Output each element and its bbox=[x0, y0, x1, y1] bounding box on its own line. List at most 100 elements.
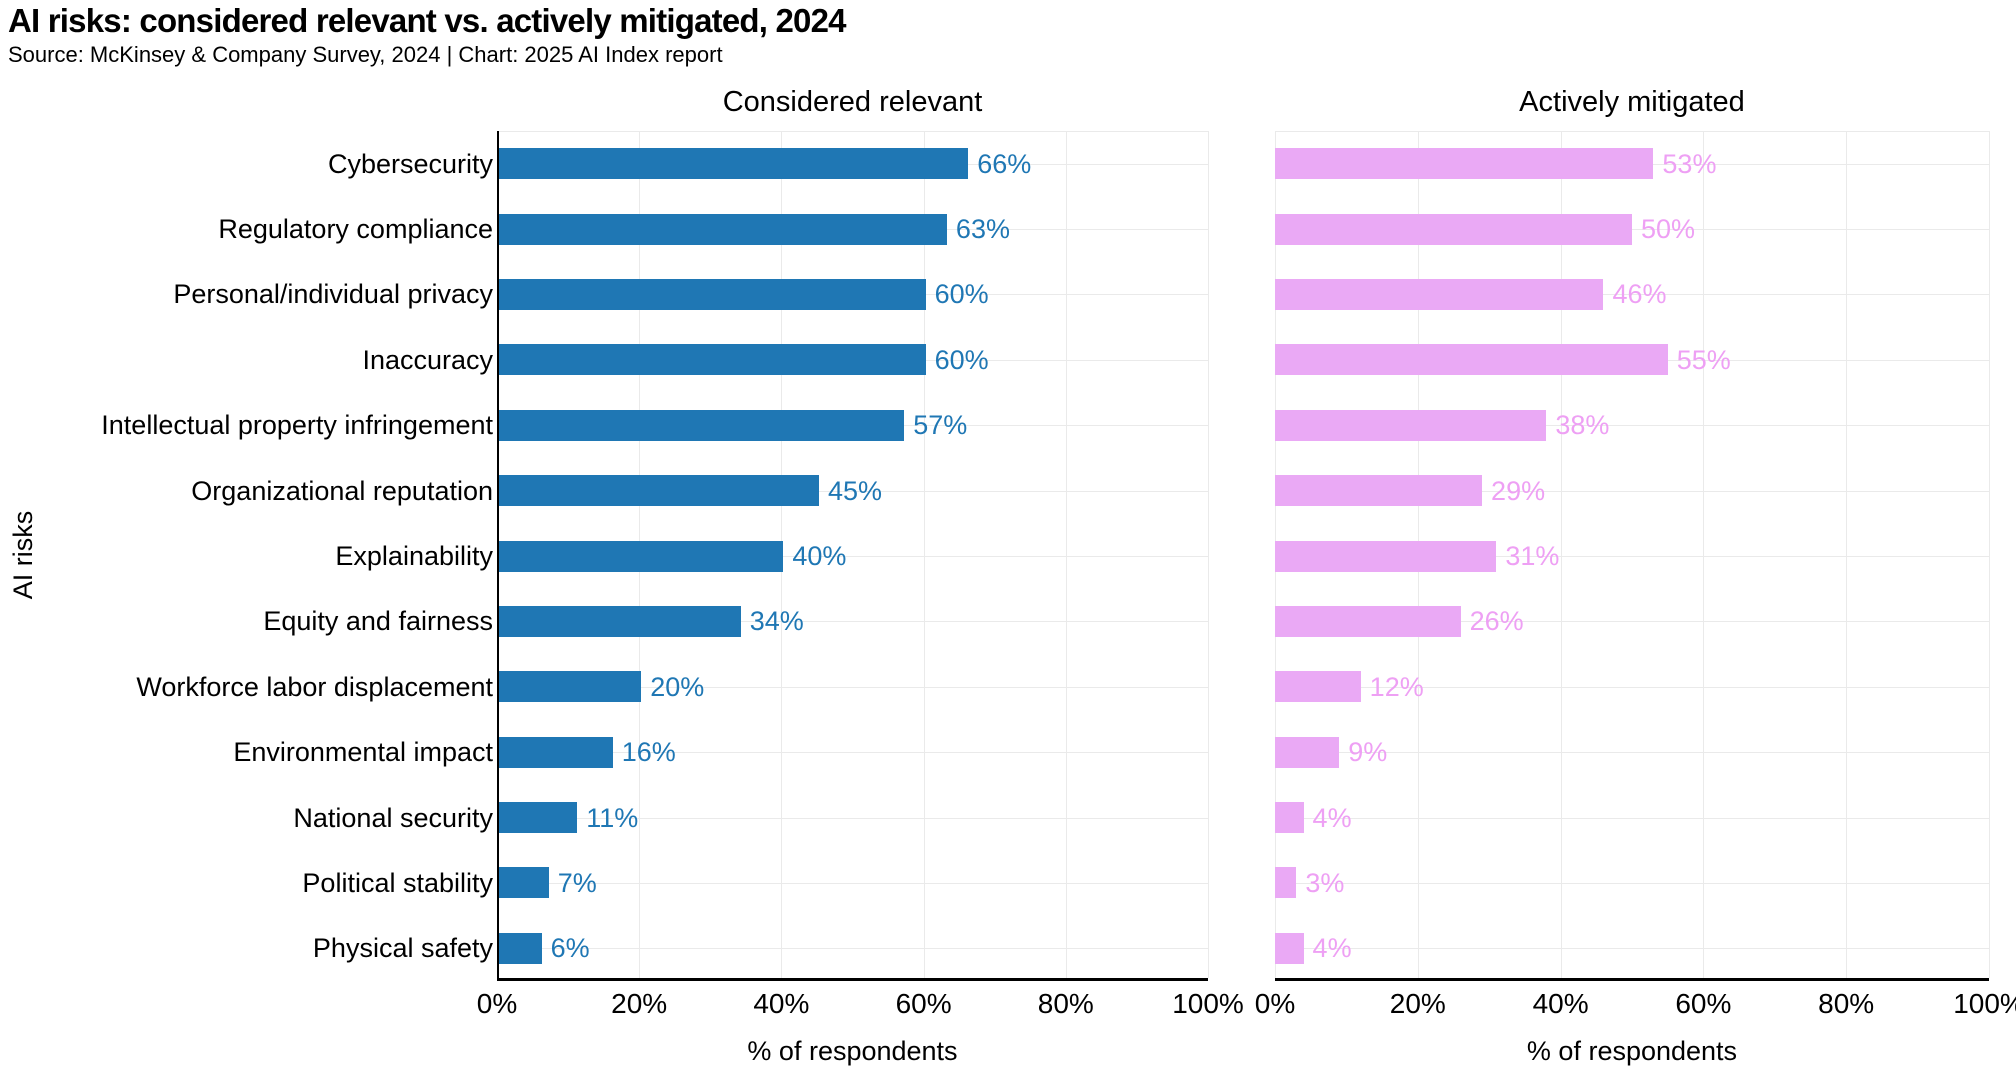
chart-title: AI risks: considered relevant vs. active… bbox=[8, 2, 847, 39]
bar-value-label: 12% bbox=[1369, 671, 1424, 702]
gridline-horizontal bbox=[499, 490, 1208, 492]
bar-value-label: 34% bbox=[749, 606, 804, 637]
gridline-horizontal bbox=[499, 817, 1208, 819]
category-label: Physical safety bbox=[312, 933, 493, 964]
bar bbox=[1275, 278, 1604, 310]
bar bbox=[499, 278, 926, 310]
category-label: Inaccuracy bbox=[362, 344, 493, 375]
bar-value-label: 29% bbox=[1491, 475, 1546, 506]
bar bbox=[499, 148, 969, 180]
chart-subtitle: Source: McKinsey & Company Survey, 2024 … bbox=[8, 42, 723, 67]
x-tick-label: 40% bbox=[753, 988, 810, 1019]
gridline-horizontal bbox=[1275, 425, 1989, 427]
gridline-vertical bbox=[1208, 131, 1209, 978]
bar bbox=[499, 932, 542, 964]
category-label: Explainability bbox=[335, 541, 493, 571]
gridline-horizontal bbox=[1275, 490, 1989, 492]
gridline-vertical bbox=[1703, 131, 1705, 978]
gridline-vertical bbox=[1560, 131, 1562, 978]
bar-value-label: 26% bbox=[1469, 606, 1524, 637]
bar-value-label: 40% bbox=[792, 541, 847, 571]
panel-title-considered-relevant: Considered relevant bbox=[722, 86, 983, 118]
bar bbox=[1275, 736, 1340, 768]
bar-value-label: 11% bbox=[586, 802, 639, 833]
gridline-horizontal bbox=[499, 621, 1208, 623]
bar bbox=[499, 736, 613, 768]
bar-value-label: 4% bbox=[1312, 802, 1352, 833]
bar bbox=[499, 409, 905, 441]
bar bbox=[1275, 932, 1304, 964]
x-tick-label: 60% bbox=[895, 988, 952, 1019]
bar bbox=[499, 802, 578, 834]
bar bbox=[1275, 671, 1361, 703]
bar-value-label: 50% bbox=[1641, 214, 1696, 245]
x-tick-label: 40% bbox=[1532, 988, 1589, 1019]
gridline-horizontal bbox=[499, 556, 1208, 557]
category-label: Workforce labor displacement bbox=[136, 671, 493, 702]
category-label: Intellectual property infringement bbox=[101, 410, 493, 441]
category-label: Organizational reputation bbox=[191, 475, 493, 506]
bar bbox=[1275, 148, 1654, 180]
bar-value-label: 31% bbox=[1505, 541, 1560, 571]
category-label: Political stability bbox=[302, 867, 493, 898]
bar bbox=[499, 213, 947, 245]
gridline-vertical bbox=[923, 131, 925, 978]
gridline-horizontal bbox=[1275, 131, 1989, 132]
bar bbox=[499, 867, 549, 899]
bar bbox=[1275, 540, 1497, 572]
bar-value-label: 38% bbox=[1555, 410, 1610, 441]
bar-value-label: 20% bbox=[650, 671, 705, 702]
x-axis-label-right: % of respondents bbox=[1526, 1036, 1738, 1066]
gridline-horizontal bbox=[499, 131, 1208, 132]
bar-value-label: 7% bbox=[557, 867, 597, 898]
x-tick-label: 20% bbox=[1389, 988, 1446, 1019]
bar bbox=[499, 344, 926, 376]
gridline-vertical bbox=[1065, 131, 1067, 978]
bar bbox=[1275, 605, 1461, 637]
x-tick-label: 80% bbox=[1818, 988, 1875, 1019]
bar bbox=[1275, 409, 1547, 441]
gridline-vertical bbox=[1989, 131, 1990, 978]
bar bbox=[499, 475, 819, 507]
category-label: Equity and fairness bbox=[263, 606, 493, 637]
x-tick-label: 60% bbox=[1675, 988, 1732, 1019]
bar-value-label: 4% bbox=[1312, 933, 1352, 964]
bar-value-label: 9% bbox=[1348, 737, 1388, 768]
bar-value-label: 46% bbox=[1612, 279, 1667, 310]
gridline-horizontal bbox=[499, 948, 1208, 950]
category-label: National security bbox=[293, 802, 493, 833]
x-tick-label: 20% bbox=[611, 988, 668, 1019]
gridline-horizontal bbox=[1275, 556, 1989, 557]
x-tick-label: 80% bbox=[1037, 988, 1094, 1019]
bar-value-label: 66% bbox=[977, 148, 1032, 179]
x-tick-label: 100% bbox=[1172, 988, 1244, 1019]
category-label: Cybersecurity bbox=[327, 148, 493, 179]
bar-value-label: 45% bbox=[827, 475, 882, 506]
x-tick-label: 100% bbox=[1953, 988, 2016, 1019]
bar-value-label: 60% bbox=[934, 344, 989, 375]
gridline-horizontal bbox=[1275, 621, 1989, 623]
bar-value-label: 60% bbox=[934, 279, 989, 310]
bar bbox=[499, 540, 784, 572]
bar bbox=[1275, 475, 1483, 507]
gridline-horizontal bbox=[1275, 294, 1989, 296]
bar bbox=[1275, 802, 1304, 834]
category-label: Personal/individual privacy bbox=[173, 279, 493, 310]
x-tick-label: 0% bbox=[1254, 988, 1296, 1019]
category-label: Regulatory compliance bbox=[218, 214, 493, 245]
gridline-horizontal bbox=[1275, 882, 1989, 884]
bar-value-label: 16% bbox=[621, 737, 676, 768]
gridline-horizontal bbox=[499, 686, 1208, 688]
bar bbox=[1275, 213, 1632, 245]
gridline-vertical bbox=[1846, 131, 1848, 978]
bar-value-label: 3% bbox=[1305, 867, 1345, 898]
bar bbox=[499, 605, 741, 637]
bar-value-label: 53% bbox=[1662, 148, 1717, 179]
gridline-horizontal bbox=[1275, 686, 1989, 688]
x-axis-label-left: % of respondents bbox=[747, 1036, 958, 1066]
panel-title-actively-mitigated: Actively mitigated bbox=[1519, 86, 1745, 118]
considered-relevant-plot-area: 66% 63% 60% 60% 57% 45% 40% 34% 20% 16% 11% 7% 6% bbox=[497, 131, 1209, 981]
x-tick-label: 0% bbox=[476, 988, 518, 1019]
bar-value-label: 6% bbox=[550, 933, 590, 964]
